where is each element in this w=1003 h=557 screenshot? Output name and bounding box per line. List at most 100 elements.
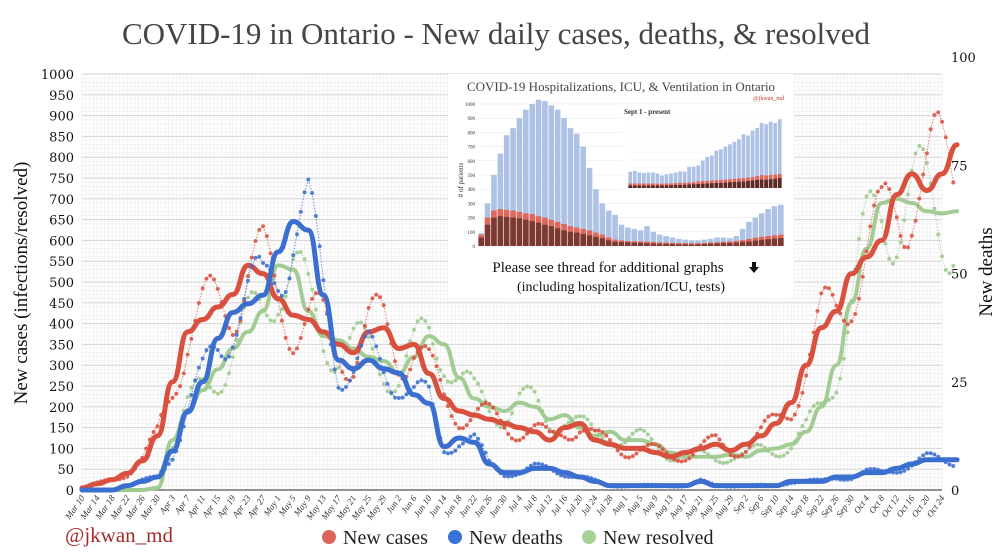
daily-connector xyxy=(153,425,158,433)
y-tick-label: 750 xyxy=(49,172,74,187)
inset-bar-hospitalized xyxy=(644,226,650,246)
inset-bar-hospitalized xyxy=(548,105,555,246)
y-tick-label: 400 xyxy=(49,318,74,333)
daily-connector xyxy=(315,215,321,247)
series-line-new-cases xyxy=(79,142,960,491)
inset-bar-hospitalized xyxy=(631,228,637,246)
daily-connector xyxy=(364,331,370,337)
daily-connector xyxy=(700,440,705,446)
y2-tick-label: 25 xyxy=(951,376,968,391)
inset-bar-ventilated xyxy=(650,243,657,246)
daily-connector xyxy=(896,217,901,236)
inset-bar-hospitalized xyxy=(535,99,542,247)
inset-sub-bar-ventilated xyxy=(723,182,728,188)
inset-sub-bar-hospitalized xyxy=(777,119,782,188)
inset-bar-ventilated xyxy=(707,243,714,246)
daily-connector xyxy=(526,428,532,434)
daily-connector xyxy=(473,434,479,440)
daily-connector xyxy=(922,149,928,164)
y-axis-left: 0 50 100 150 200 250 300 350 400 450 500 550 600 650 7… xyxy=(41,68,74,499)
inset-bar-hospitalized xyxy=(701,239,708,246)
inset-sub-bar-hospitalized xyxy=(714,150,719,188)
daily-connector xyxy=(832,392,837,399)
daily-connector xyxy=(911,220,917,236)
daily-connector xyxy=(869,205,875,227)
inset-bar-ventilated xyxy=(535,222,542,246)
inset-bar-hospitalized xyxy=(574,133,580,246)
y2-tick-label: 50 xyxy=(951,268,968,283)
inset-bar-ventilated xyxy=(739,242,746,246)
inset-bar-hospitalized xyxy=(586,167,593,246)
daily-connector xyxy=(194,302,200,321)
inset-sub-bar-ventilated xyxy=(777,178,782,188)
series-line-new-resolved xyxy=(80,196,960,492)
legend-item-new-cases[interactable]: New cases xyxy=(322,527,428,549)
inset-bar-hospitalized xyxy=(707,238,714,246)
inset-sub-bar-ventilated xyxy=(768,179,773,188)
daily-connector xyxy=(651,438,656,445)
daily-point xyxy=(951,463,956,468)
inset-sub-bar-hospitalized xyxy=(709,155,714,188)
daily-connector xyxy=(247,266,253,281)
daily-connector xyxy=(926,162,932,184)
daily-connector xyxy=(383,372,389,384)
inset-bar-hospitalized xyxy=(650,231,657,246)
inset-bar-ventilated xyxy=(554,228,561,246)
inset-sub-bar-hospitalized xyxy=(728,144,732,188)
chart-title: COVID-19 in Ontario - New daily cases, d… xyxy=(122,16,871,51)
y-axis-right: 0 25 50 75 100 xyxy=(951,51,976,499)
daily-connector xyxy=(854,238,860,270)
inset-sub-bar-hospitalized xyxy=(732,141,737,188)
inset-bar-hospitalized xyxy=(599,203,606,246)
daily-connector xyxy=(413,351,419,359)
y-tick-label: 100 xyxy=(49,442,74,457)
inset-bar-hospitalized xyxy=(510,128,516,246)
daily-connector xyxy=(839,358,845,379)
daily-connector xyxy=(813,310,819,333)
daily-connector xyxy=(858,276,864,299)
daily-connector xyxy=(338,360,343,373)
down-arrow-icon xyxy=(749,262,759,273)
inset-sub-bar-hospitalized xyxy=(655,173,660,188)
daily-connector xyxy=(402,355,407,372)
inset-sub-bar-ventilated xyxy=(737,181,741,188)
legend-item-new-resolved[interactable]: New resolved xyxy=(582,527,714,549)
legend-item-new-deaths[interactable]: New deaths xyxy=(448,527,563,549)
inset-title: COVID-19 Hospitalizations, ICU, & Ventil… xyxy=(467,79,775,94)
daily-connector xyxy=(307,179,313,194)
inset-sub-bar-ventilated xyxy=(764,179,769,188)
inset-bar-hospitalized xyxy=(567,128,574,246)
inset-sub-bar-hospitalized xyxy=(764,124,769,188)
y2-tick-label: 75 xyxy=(951,159,968,174)
daily-connector xyxy=(877,206,883,222)
daily-connector xyxy=(300,323,306,339)
daily-point xyxy=(510,411,514,416)
inset-bar-ventilated xyxy=(682,244,688,246)
inset-bar-hospitalized xyxy=(593,189,599,246)
inset-sub-bar-ventilated xyxy=(709,183,714,188)
daily-connector xyxy=(322,350,328,364)
inset-bar-ventilated xyxy=(567,231,574,246)
inset-sub-bar-hospitalized xyxy=(768,121,773,188)
daily-connector xyxy=(172,393,177,399)
y-tick-label: 300 xyxy=(49,359,74,374)
y-tick-label: 900 xyxy=(49,110,74,125)
daily-connector xyxy=(383,305,389,325)
daily-connector xyxy=(926,129,932,154)
y-tick-label: 200 xyxy=(49,401,74,416)
inset-sub-bar-ventilated xyxy=(741,181,746,188)
inset-bar-hospitalized xyxy=(625,227,631,246)
series-line-new-deaths xyxy=(79,219,960,493)
inset-sub-bar-ventilated xyxy=(632,185,637,188)
inset-bar-hospitalized xyxy=(497,153,504,246)
daily-connector xyxy=(334,367,339,373)
x-tick-label: Apr 3 xyxy=(157,493,178,517)
inset-bar-hospitalized xyxy=(503,135,510,246)
inset-note-line1: Please see thread for additional graphs xyxy=(492,260,723,276)
inset-sub-bar-hospitalized xyxy=(700,160,705,188)
daily-connector xyxy=(390,392,396,398)
daily-connector xyxy=(575,432,581,438)
daily-connector xyxy=(198,288,204,304)
daily-connector xyxy=(530,424,535,430)
daily-connector xyxy=(617,450,622,455)
